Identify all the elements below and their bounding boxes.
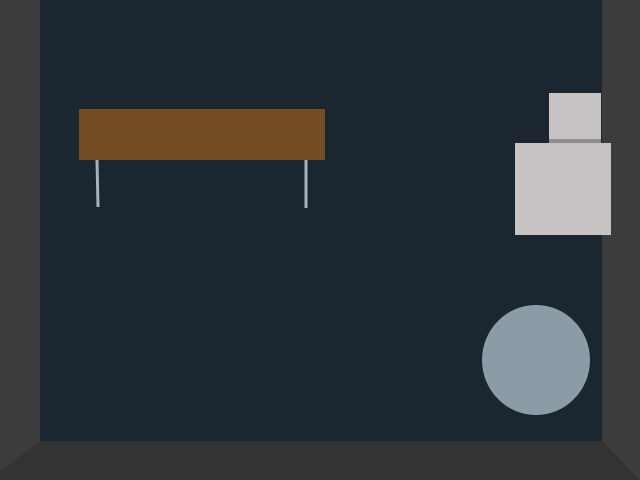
cabinet-seam bbox=[549, 139, 601, 143]
table-top bbox=[79, 109, 325, 160]
right-wall bbox=[602, 0, 640, 480]
left-wall bbox=[0, 0, 40, 472]
table-leg-left bbox=[95, 159, 100, 208]
cabinet-base-box bbox=[515, 143, 611, 235]
ball[interactable] bbox=[482, 305, 590, 415]
cabinet-top-box bbox=[549, 93, 601, 141]
cabinet[interactable] bbox=[515, 93, 611, 235]
floor bbox=[0, 441, 640, 480]
table[interactable] bbox=[79, 109, 325, 208]
